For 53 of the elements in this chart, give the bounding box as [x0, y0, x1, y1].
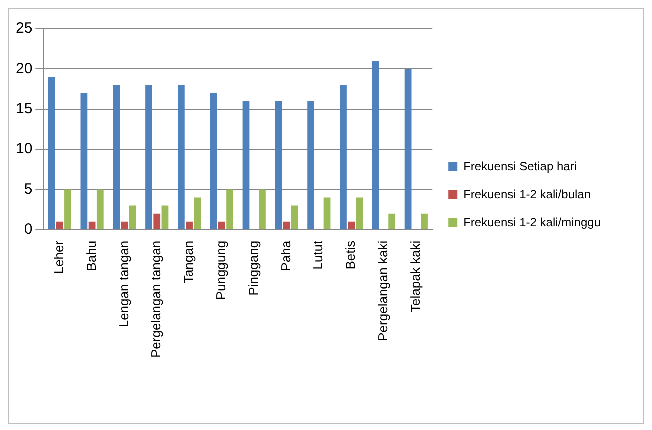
bar — [113, 85, 120, 230]
bar — [421, 214, 428, 230]
bar — [372, 61, 380, 230]
bar — [121, 222, 128, 230]
x-tick-label: Telapak kaki — [408, 240, 423, 312]
bar — [88, 222, 96, 230]
x-tick-label: Punggung — [214, 240, 229, 300]
legend-label: Frekuensi 1-2 kali/bulan — [464, 187, 592, 202]
bar — [186, 222, 193, 230]
bar — [242, 101, 250, 230]
y-tick-label: 10 — [16, 140, 33, 158]
bar — [96, 190, 104, 230]
bar — [80, 93, 88, 230]
bar — [340, 85, 347, 230]
bar — [291, 206, 298, 230]
x-tick-label: Pergelangan tangan — [148, 240, 164, 358]
bar — [356, 198, 364, 230]
bar — [283, 222, 290, 230]
x-tick-label: Leher — [51, 240, 66, 274]
bar — [218, 222, 226, 230]
bar — [162, 206, 169, 230]
x-tick-label: Pergelangan kaki — [376, 240, 391, 342]
y-tick-label: 25 — [16, 20, 33, 38]
bar — [64, 190, 72, 230]
x-tick-label: Betis — [343, 240, 358, 270]
bar — [275, 101, 282, 230]
bar — [178, 85, 185, 230]
bar — [56, 222, 64, 230]
y-tick-label: 20 — [16, 60, 33, 78]
y-tick-label: 0 — [24, 221, 33, 238]
x-tick-label: Bahu — [84, 240, 99, 272]
x-tick-label: Pinggang — [246, 240, 261, 296]
bar — [324, 198, 331, 230]
legend-label: Frekuensi 1-2 kali/minggu — [464, 215, 602, 230]
y-tick-label: 15 — [16, 100, 33, 118]
y-tick-label: 5 — [24, 180, 33, 198]
bar — [348, 222, 356, 230]
x-tick-label: Lengan tangan — [116, 240, 132, 328]
x-tick-label: Tangan — [181, 240, 196, 284]
bar — [129, 206, 136, 230]
bar — [210, 93, 218, 230]
legend-label: Frekuensi Setiap hari — [464, 159, 577, 174]
bar — [48, 77, 56, 230]
bar — [146, 85, 152, 230]
bar — [259, 190, 266, 230]
bar — [388, 214, 396, 230]
bar — [226, 190, 234, 230]
bar — [404, 69, 412, 230]
bar — [154, 214, 161, 230]
x-tick-label: Lutut — [310, 240, 326, 270]
x-tick-label: Paha — [278, 240, 294, 272]
bar — [194, 198, 202, 230]
bar — [308, 101, 315, 230]
